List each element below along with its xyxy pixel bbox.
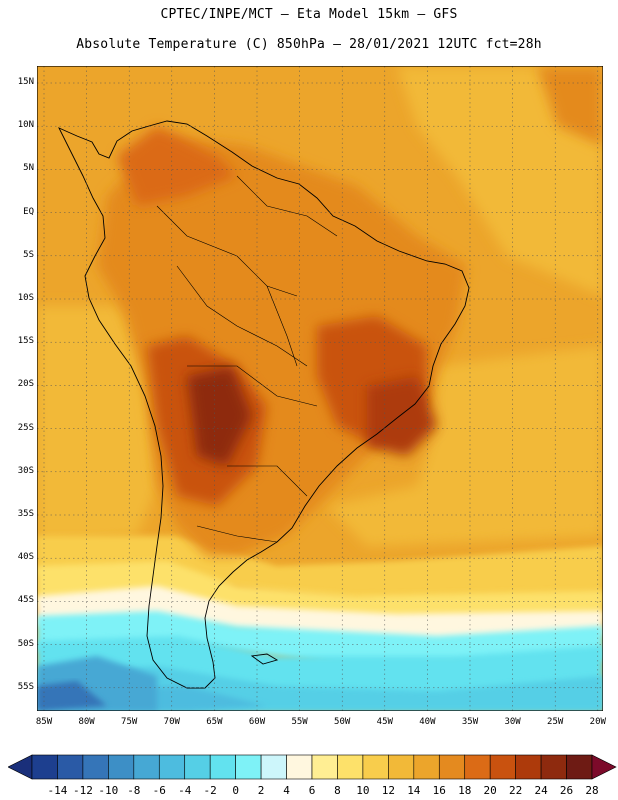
colorbar-label: 8 — [334, 784, 341, 797]
lon-label: 55W — [291, 717, 308, 727]
lon-label: 50W — [334, 717, 351, 727]
colorbar-label: 6 — [308, 784, 316, 797]
lat-label: EQ — [23, 206, 34, 217]
colorbar-swatch — [57, 754, 84, 780]
lat-label: 55S — [17, 681, 34, 692]
lon-label: 30W — [504, 717, 521, 727]
colorbar-label: 0 — [232, 784, 239, 797]
colorbar — [8, 754, 617, 780]
band-14 — [37, 536, 603, 606]
colorbar-label: -10 — [98, 784, 119, 797]
colorbar-label: 20 — [483, 784, 497, 797]
colorbar-swatch — [133, 754, 160, 780]
colorbar-label: 18 — [458, 784, 472, 797]
colorbar-label: 26 — [559, 784, 574, 797]
lat-label: 30S — [17, 465, 34, 476]
field-ne-ocean — [397, 66, 603, 296]
lat-label: 5N — [23, 163, 34, 174]
colorbar-swatch — [362, 754, 389, 780]
title-line-1: CPTEC/INPE/MCT — Eta Model 15km — GFS — [160, 7, 458, 22]
lat-label: 10N — [17, 120, 34, 131]
colorbar-label: 28 — [585, 784, 599, 797]
band-4 — [37, 611, 603, 666]
band-8 — [37, 586, 603, 646]
lat-label: 5S — [23, 249, 34, 260]
colorbar-label: 22 — [509, 784, 523, 797]
lon-label: 70W — [163, 717, 180, 727]
colorbar-low-arrow — [8, 754, 33, 780]
colorbar-label: 14 — [407, 784, 421, 797]
core-sebrazil — [367, 376, 437, 456]
colorbar-label: 24 — [534, 784, 548, 797]
colorbar-swatch — [489, 754, 516, 780]
lat-label: 40S — [17, 552, 34, 563]
lon-label: 65W — [206, 717, 223, 727]
colorbar-swatch — [464, 754, 491, 780]
colorbar-swatch — [337, 754, 364, 780]
colorbar-label: 2 — [257, 784, 265, 797]
colorbar-label: -8 — [127, 784, 141, 797]
colorbar-swatch — [515, 754, 542, 780]
field-ep-ocean — [37, 306, 157, 546]
colorbar-swatch — [413, 754, 440, 780]
colorbar-swatch — [286, 754, 313, 780]
core-chaco — [187, 366, 252, 466]
colorbar-label: 16 — [432, 784, 446, 797]
colorbar-swatch — [438, 754, 466, 780]
colorbar-label: -14 — [47, 784, 68, 797]
colorbar-swatch — [540, 754, 567, 780]
islands-falklands — [250, 653, 279, 665]
colorbar-label: 4 — [283, 784, 290, 797]
colorbar-high-arrow — [591, 754, 617, 780]
colorbar-swatch — [566, 754, 593, 780]
colorbar-label: 10 — [356, 784, 370, 797]
lon-label: 80W — [78, 717, 95, 727]
colorbar-swatch — [209, 754, 236, 780]
lat-label: 25S — [17, 422, 34, 433]
lon-label: 45W — [376, 717, 393, 727]
coastline — [58, 120, 470, 689]
colorbar-swatch — [108, 754, 135, 780]
lat-label: 15S — [17, 336, 34, 347]
lat-label: 15N — [17, 77, 34, 87]
colorbar-label: -12 — [72, 784, 93, 797]
colorbar-swatch — [82, 754, 109, 780]
colorbar-label: -2 — [203, 784, 217, 797]
field-sa-ocean — [327, 346, 603, 546]
colorbar-swatch — [31, 754, 58, 780]
lon-label: 35W — [461, 717, 479, 727]
colorbar-label: -4 — [178, 784, 192, 797]
lon-label: 20W — [589, 717, 606, 727]
lat-label: 20S — [17, 379, 34, 390]
lon-label: 25W — [547, 717, 564, 727]
temperature-map — [37, 66, 603, 711]
lon-label: 40W — [419, 717, 436, 727]
colorbar-label: 12 — [381, 784, 395, 797]
colorbar-swatch — [158, 754, 186, 780]
colorbar-label: -6 — [152, 784, 166, 797]
band-neg10 — [37, 681, 107, 711]
lat-label: 35S — [17, 509, 34, 519]
colorbar-swatch — [235, 754, 262, 780]
title-line-2: Absolute Temperature (C) 850hPa — 28/01/… — [76, 37, 542, 52]
core-north — [117, 126, 237, 206]
colorbar-swatch — [184, 754, 211, 780]
colorbar-swatch — [388, 754, 415, 780]
lon-label: 75W — [121, 717, 138, 727]
colorbar-swatch — [311, 754, 338, 780]
colorbar-swatch — [260, 754, 287, 780]
lon-label: 60W — [248, 717, 266, 727]
lon-label: 85W — [35, 717, 53, 727]
lat-label: 45S — [17, 595, 34, 606]
lat-label: 50S — [17, 638, 34, 649]
lat-label: 10S — [17, 293, 34, 303]
